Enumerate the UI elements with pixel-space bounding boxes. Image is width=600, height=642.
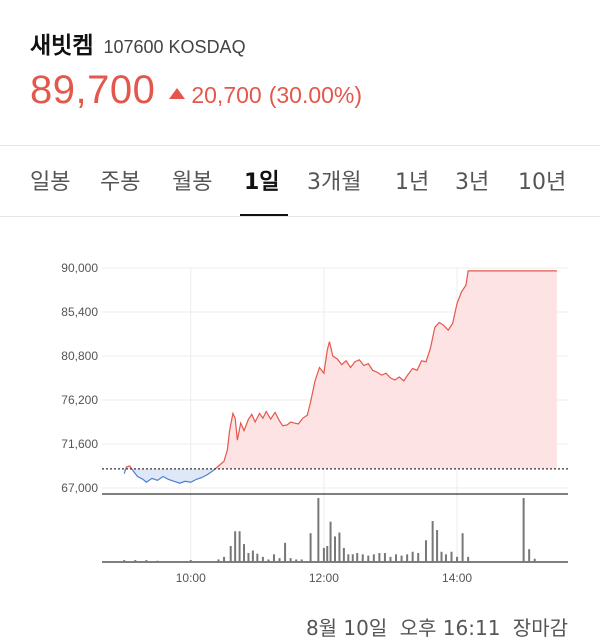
tab-1day[interactable]: 1일 — [244, 170, 280, 195]
volume-bar — [329, 521, 332, 562]
volume-bar — [417, 553, 420, 562]
tab-weekly[interactable]: 주봉 — [100, 170, 141, 195]
y-tick-label: 67,000 — [61, 481, 98, 495]
tab-3years[interactable]: 3년 — [455, 170, 490, 195]
volume-bar — [223, 556, 226, 562]
chart-axes: 90,000 85,400 80,800 76,200 71,600 67,000 10:0… — [61, 261, 568, 585]
volume-bar — [342, 547, 345, 562]
period-tabs: 일봉 주봉 월봉 1일 3개월 1년 3년 10년 — [0, 146, 600, 217]
volume-bar — [251, 550, 254, 562]
volume-bar — [436, 530, 439, 562]
volume-bar — [424, 540, 427, 562]
area-below-prev-close — [124, 468, 557, 484]
x-tick-label: 10:00 — [176, 571, 206, 585]
footer-date: 8월 10일 — [305, 616, 388, 640]
tab-3months[interactable]: 3개월 — [307, 170, 362, 195]
volume-bar — [267, 559, 270, 562]
price-area — [102, 270, 568, 484]
area-above-prev-close — [125, 270, 557, 469]
current-price: 89,700 — [30, 68, 156, 112]
volume-bar — [338, 532, 341, 562]
volume-bar — [309, 533, 312, 562]
volume-bar — [300, 559, 303, 562]
volume-bar — [431, 521, 434, 562]
tab-1year[interactable]: 1년 — [395, 170, 430, 195]
tab-10years[interactable]: 10년 — [518, 170, 567, 195]
volume-bar — [156, 560, 159, 562]
volume-bar — [234, 531, 237, 562]
volume-bar — [317, 498, 320, 562]
y-tick-label: 76,200 — [61, 393, 98, 407]
volume-bar — [238, 531, 241, 562]
volume-bar — [284, 542, 287, 562]
price-change: 20,700 (30.00%) — [169, 82, 362, 109]
volume-bar — [256, 553, 259, 562]
x-tick-label: 12:00 — [309, 571, 339, 585]
title-row: 새빗켐 107600 KOSDAQ — [30, 26, 580, 60]
volume-bar — [411, 551, 414, 562]
volume-bar — [400, 555, 403, 562]
volume-bar — [322, 547, 325, 562]
volume-bar — [189, 560, 192, 562]
volume-bar — [440, 551, 443, 562]
volume-bar — [383, 553, 386, 562]
volume-bar — [389, 556, 392, 562]
volume-bar — [123, 560, 126, 562]
up-triangle-icon — [169, 88, 186, 99]
tab-daily[interactable]: 일봉 — [30, 170, 71, 195]
volume-bar — [367, 555, 370, 562]
price-line-down — [123, 468, 217, 484]
active-tab-indicator — [240, 214, 288, 217]
x-tick-label: 14:00 — [442, 571, 472, 585]
volume-bar — [229, 546, 232, 562]
change-amount: 20,700 — [191, 82, 262, 108]
stock-code-market: 107600 KOSDAQ — [103, 37, 246, 57]
volume-bars — [123, 498, 536, 562]
volume-bar — [217, 559, 220, 562]
volume-bar — [528, 549, 531, 562]
volume-bar — [247, 553, 250, 562]
volume-bar — [145, 560, 148, 562]
volume-bar — [278, 558, 281, 562]
volume-bar — [295, 559, 298, 562]
stock-header: 새빗켐 107600 KOSDAQ 89,700 20,700 (30.00%) — [30, 26, 580, 113]
volume-bar — [372, 554, 375, 562]
volume-bar — [406, 554, 409, 562]
volume-bar — [378, 553, 381, 562]
y-tick-label: 80,800 — [61, 349, 98, 363]
volume-bar — [456, 556, 459, 562]
volume-bar — [351, 554, 354, 562]
volume-bar — [243, 544, 246, 562]
intraday-price-chart[interactable]: 90,000 85,400 80,800 76,200 71,600 67,000 10:0… — [0, 240, 600, 590]
volume-bar — [326, 546, 329, 562]
volume-bar — [347, 554, 350, 562]
volume-bar — [461, 533, 464, 562]
divider — [0, 216, 600, 217]
volume-bar — [522, 498, 525, 562]
y-tick-label: 90,000 — [61, 261, 98, 275]
volume-bar — [261, 556, 264, 562]
volume-bar — [444, 554, 447, 562]
volume-bar — [356, 553, 359, 562]
market-status-footer: 8월 10일 오후 16:11 장마감 — [306, 612, 568, 641]
volume-bar — [289, 558, 292, 562]
volume-bar — [361, 554, 364, 562]
tab-monthly[interactable]: 월봉 — [172, 170, 213, 195]
divider — [0, 145, 600, 146]
footer-status: 장마감 — [512, 616, 568, 640]
volume-bar — [334, 536, 336, 562]
y-tick-label: 71,600 — [61, 437, 98, 451]
volume-bar — [533, 558, 536, 562]
volume-bar — [450, 551, 453, 562]
volume-bar — [467, 556, 470, 562]
volume-bar — [395, 554, 398, 562]
price-line-up — [125, 270, 557, 469]
footer-time: 오후 16:11 — [399, 616, 501, 640]
stock-name: 새빗켐 — [30, 33, 94, 59]
change-percent: (30.00%) — [268, 82, 363, 108]
volume-bar — [272, 554, 275, 562]
volume-bar — [134, 560, 137, 562]
price-row: 89,700 20,700 (30.00%) — [30, 68, 580, 113]
y-tick-label: 85,400 — [61, 305, 98, 319]
